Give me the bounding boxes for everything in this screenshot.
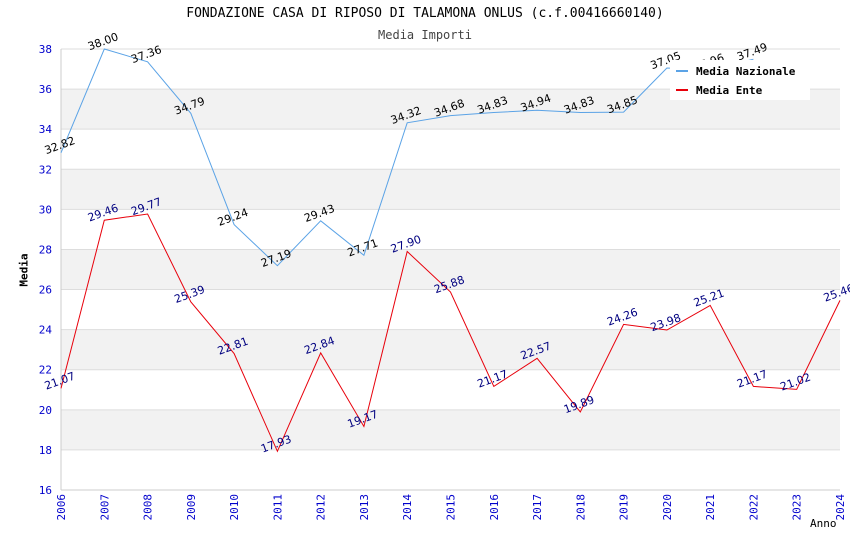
y-tick-label: 16 bbox=[39, 484, 52, 497]
legend-swatch-ente bbox=[676, 89, 688, 91]
data-label-nazionale: 38.00 bbox=[86, 30, 120, 53]
x-tick-label: 2021 bbox=[704, 494, 717, 521]
x-tick-label: 2012 bbox=[315, 494, 328, 521]
x-tick-label: 2015 bbox=[445, 494, 458, 521]
series-line-ente bbox=[60, 213, 841, 453]
x-tick-label: 2010 bbox=[228, 494, 241, 521]
x-tick-label: 2017 bbox=[531, 494, 544, 521]
y-tick-label: 36 bbox=[39, 83, 52, 96]
x-tick-label: 2018 bbox=[574, 494, 587, 521]
y-tick-label: 18 bbox=[39, 444, 52, 457]
legend-item-ente: Media Ente bbox=[670, 82, 762, 98]
series-line-nazionale bbox=[60, 48, 754, 267]
data-label-ente: 24.26 bbox=[605, 306, 639, 329]
x-tick-label: 2024 bbox=[834, 494, 847, 521]
y-tick-label: 22 bbox=[39, 364, 52, 377]
x-tick-label: 2022 bbox=[747, 494, 760, 521]
x-tick-label: 2020 bbox=[661, 494, 674, 521]
grid-band bbox=[61, 169, 840, 210]
x-tick-label: 2014 bbox=[401, 494, 414, 521]
legend-swatch-nazionale bbox=[676, 70, 688, 72]
y-tick-label: 30 bbox=[39, 203, 52, 216]
legend-label-ente: Media Ente bbox=[696, 83, 763, 97]
y-tick-label: 38 bbox=[39, 43, 52, 56]
data-label-ente: 21.02 bbox=[779, 371, 813, 394]
x-tick-label: 2016 bbox=[488, 494, 501, 521]
chart-subtitle: Media Importi bbox=[378, 28, 472, 42]
y-tick-label: 20 bbox=[39, 404, 52, 417]
legend-label-nazionale: Media Nazionale bbox=[696, 64, 796, 78]
y-tick-label: 32 bbox=[39, 163, 52, 176]
y-tick-label: 28 bbox=[39, 243, 52, 256]
x-tick-label: 2011 bbox=[271, 494, 284, 521]
grid-band bbox=[61, 329, 840, 370]
x-tick-label: 2007 bbox=[98, 494, 111, 521]
legend-item-nazionale: Media Nazionale bbox=[670, 63, 795, 79]
legend: Media Nazionale Media Ente bbox=[670, 60, 810, 100]
x-tick-label: 2023 bbox=[791, 494, 804, 521]
x-axis-label: Anno bbox=[810, 517, 837, 530]
x-tick-label: 2006 bbox=[55, 494, 68, 521]
data-label-nazionale: 32.82 bbox=[43, 134, 77, 157]
y-tick-label: 24 bbox=[39, 324, 53, 337]
grid-band bbox=[61, 249, 840, 290]
x-tick-label: 2008 bbox=[142, 494, 155, 521]
x-tick-label: 2019 bbox=[618, 494, 631, 521]
y-tick-label: 26 bbox=[39, 284, 52, 297]
data-label-nazionale: 37.36 bbox=[129, 43, 163, 66]
x-tick-label: 2009 bbox=[185, 494, 198, 521]
y-tick-label: 34 bbox=[39, 123, 53, 136]
chart-title: FONDAZIONE CASA DI RIPOSO DI TALAMONA ON… bbox=[186, 6, 664, 21]
grid-band bbox=[61, 409, 840, 450]
data-label-ente: 21.17 bbox=[476, 368, 510, 391]
x-tick-label: 2013 bbox=[358, 494, 371, 521]
